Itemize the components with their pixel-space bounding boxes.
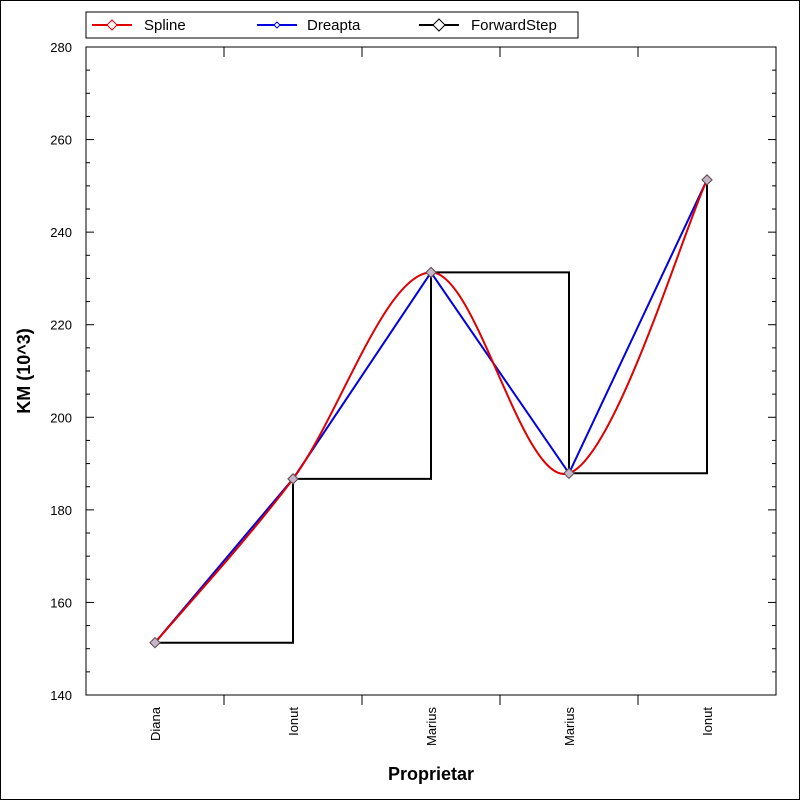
- legend-label-dreapta: Dreapta: [307, 17, 361, 34]
- data-point-forwardstep: [287, 473, 299, 485]
- y-tick-label: 260: [50, 133, 72, 148]
- x-axis-title: Proprietar: [388, 764, 474, 784]
- x-tick-label: Ionut: [700, 707, 715, 736]
- y-tick-label: 140: [50, 688, 72, 703]
- x-tick-label: Marius: [424, 707, 439, 747]
- data-point-forwardstep: [701, 174, 713, 186]
- legend-label-spline: Spline: [144, 17, 186, 34]
- legend-label-forwardstep: ForwardStep: [471, 17, 557, 34]
- y-tick-label: 180: [50, 503, 72, 518]
- y-axis: 140 160 180 200 220 240 260 280: [50, 40, 776, 703]
- x-tick-label: Marius: [562, 707, 577, 747]
- y-tick-label: 240: [50, 225, 72, 240]
- x-tick-label: Ionut: [286, 707, 301, 736]
- y-tick-label: 280: [50, 40, 72, 55]
- legend-box: [85, 11, 579, 39]
- series-line-forwardstep: [155, 179, 708, 644]
- y-axis-title: KM (10^3): [14, 328, 34, 414]
- x-axis: Diana Ionut Marius Marius Ionut: [148, 47, 715, 746]
- y-tick-label: 160: [50, 595, 72, 610]
- y-tick-label: 220: [50, 318, 72, 333]
- data-point-forwardstep: [425, 266, 437, 279]
- data-point-forwardstep: [563, 467, 575, 479]
- y-tick-label: 200: [50, 410, 72, 425]
- series-line-spline: [154, 179, 708, 644]
- legend-marker-forwardstep: [432, 18, 446, 32]
- x-tick-label: Diana: [148, 706, 163, 741]
- legend: Spline Dreapta ForwardStep: [85, 11, 579, 39]
- legend-marker-dreapta: [273, 21, 281, 29]
- legend-marker-spline: [106, 19, 118, 31]
- series-layer: [149, 174, 713, 649]
- data-point-forwardstep: [149, 636, 161, 649]
